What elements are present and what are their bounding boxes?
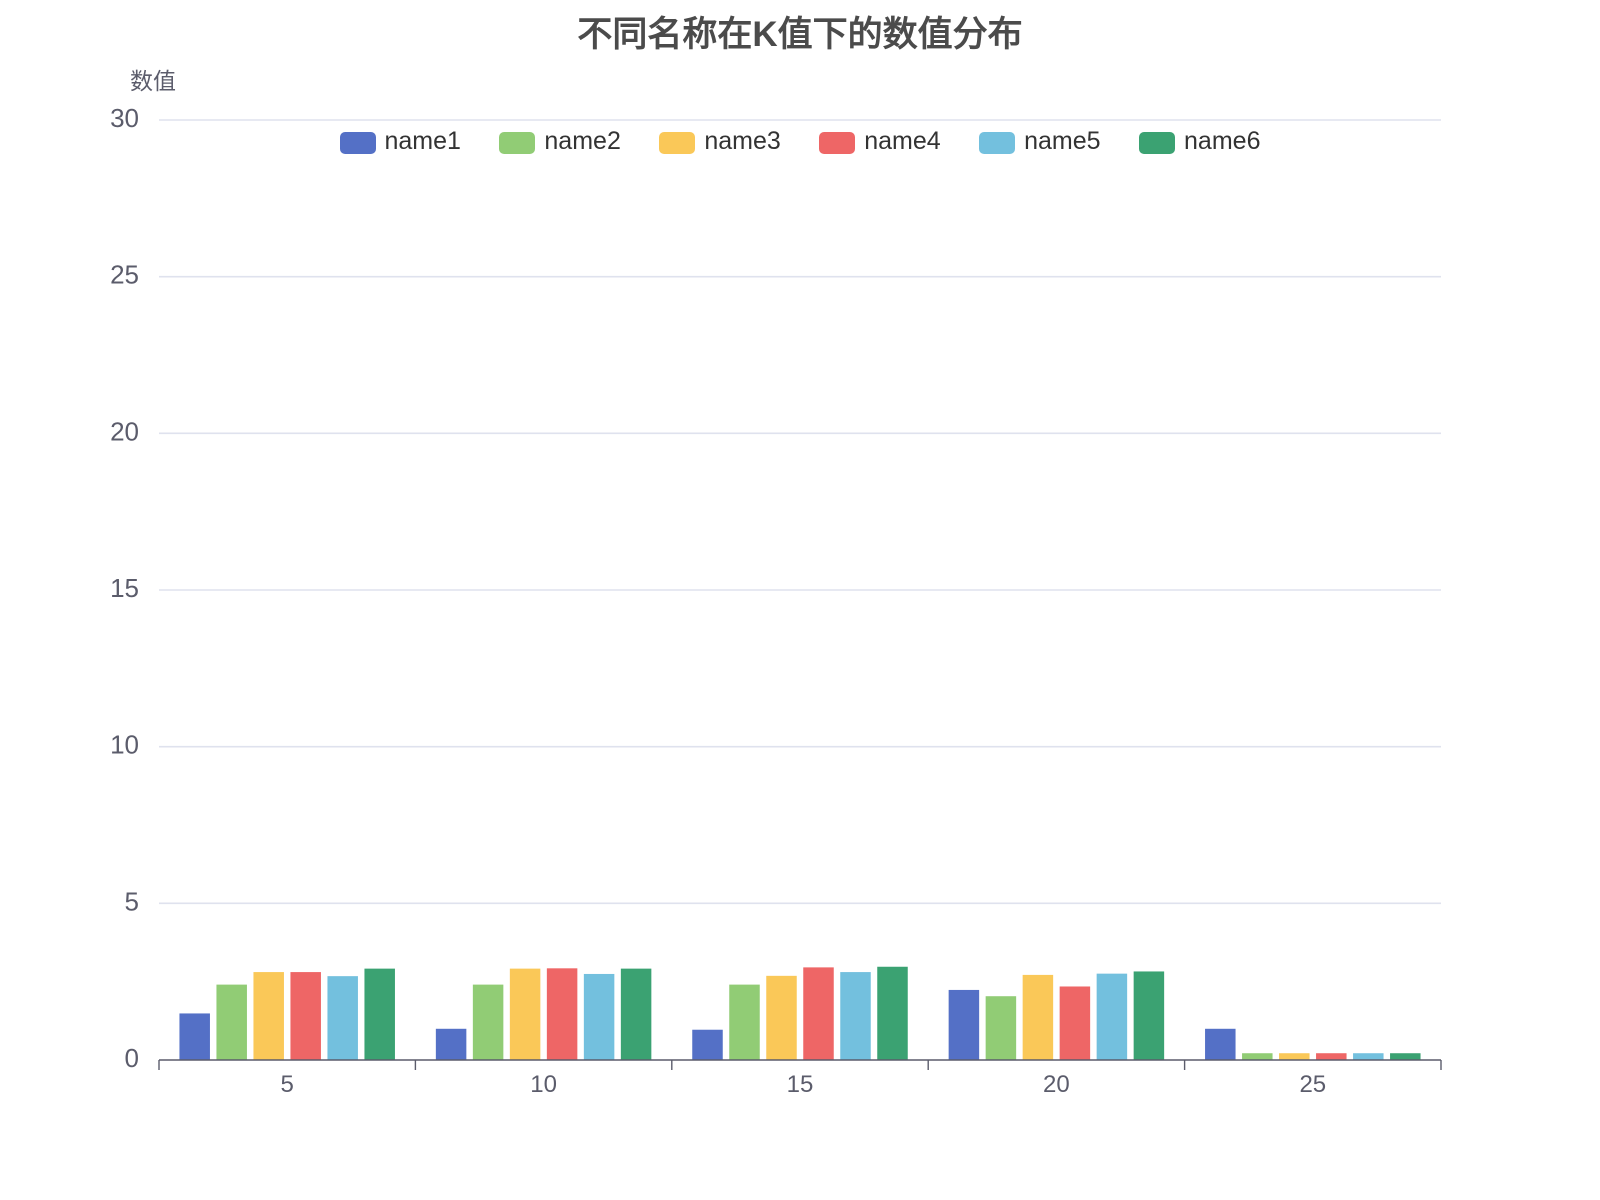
svg-text:25: 25	[110, 260, 139, 290]
svg-text:25: 25	[1299, 1071, 1326, 1098]
svg-text:15: 15	[787, 1071, 814, 1098]
svg-text:20: 20	[110, 416, 139, 446]
svg-text:5: 5	[125, 886, 139, 916]
svg-text:30: 30	[110, 103, 139, 133]
svg-text:0: 0	[125, 1043, 139, 1073]
svg-text:10: 10	[110, 730, 139, 760]
svg-text:10: 10	[530, 1071, 557, 1098]
svg-text:15: 15	[110, 573, 139, 603]
svg-text:20: 20	[1043, 1071, 1070, 1098]
svg-text:5: 5	[281, 1071, 294, 1098]
